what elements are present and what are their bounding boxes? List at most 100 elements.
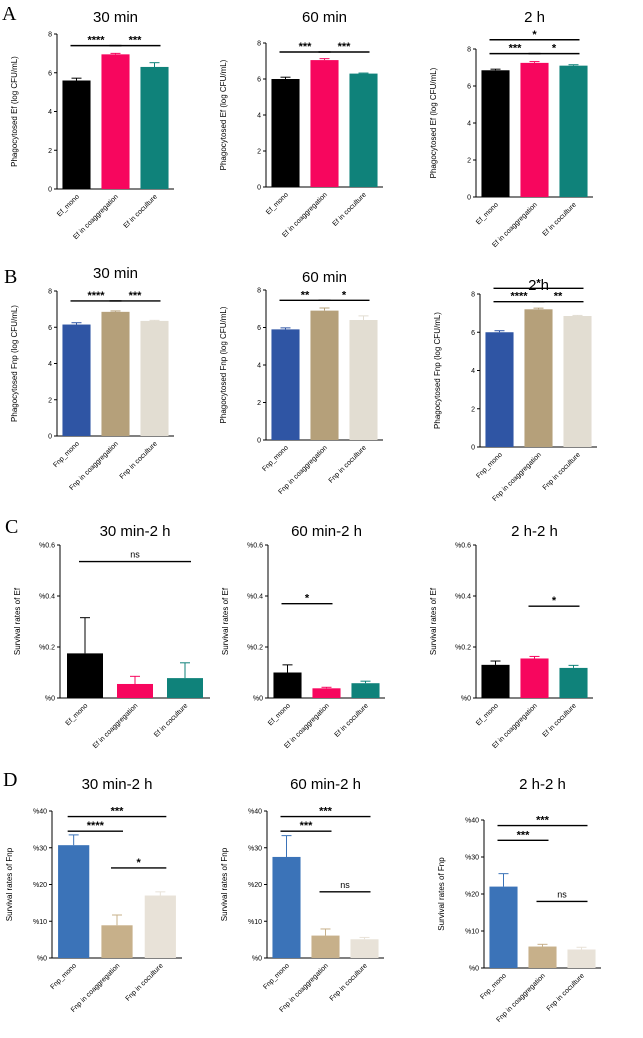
significance-label: *** [319, 806, 333, 818]
significance-label: ** [301, 289, 310, 301]
significance-label: *** [129, 290, 143, 302]
bar-3 [559, 65, 588, 198]
bar-3 [144, 895, 176, 958]
x-tick-label: Ef_mono [265, 191, 290, 216]
significance-label: * [552, 595, 557, 607]
chart-b3: 2 h 0 2 4 6 8 Phagocytosed Fnp (log CFU/mL) Fnp… [433, 277, 597, 503]
bar-1 [271, 79, 300, 187]
y-tick-label: 0 [471, 445, 475, 452]
chart-title: 30 min [93, 265, 138, 282]
chart-c2: 60 min-2 h %0 %0.2 %0.4 %0.6 Survival rates o… [221, 523, 385, 750]
significance-label: *** [509, 43, 523, 55]
y-tick-label: %0.2 [455, 645, 471, 652]
x-tick-label: Ef in coaggregation [283, 702, 331, 750]
x-tick-label: Fnp in coculture [542, 451, 582, 491]
y-tick-label: 2 [48, 148, 52, 155]
y-axis-label: Phagocytosed Fnp (log CFU/mL) [433, 312, 442, 429]
y-axis-label: Survival rates of Ef [429, 587, 438, 655]
x-tick-label: Ef_mono [65, 702, 90, 727]
significance-label: *** [111, 806, 125, 818]
x-tick-label: Ef in coculture [542, 702, 578, 738]
y-tick-label: %40 [465, 818, 479, 825]
y-tick-label: 4 [48, 109, 52, 116]
significance-label: ns [557, 889, 567, 899]
y-tick-label: %0 [37, 956, 47, 963]
bar-1 [62, 80, 91, 189]
bar-3 [563, 315, 592, 447]
bar-2 [520, 62, 549, 197]
y-tick-label: %0.4 [247, 594, 263, 601]
y-tick-label: 4 [471, 368, 475, 375]
x-tick-label: Fnp in coaggregation [70, 962, 122, 1014]
x-tick-label: Ef in coaggregation [281, 191, 329, 239]
x-tick-label: Ef_mono [475, 702, 500, 727]
bar-1 [273, 672, 302, 698]
bar-3 [351, 683, 380, 698]
chart-b1: 30 min 0 2 4 6 8 Phagocytosed Fnp (log CFU/mL)… [10, 265, 174, 492]
y-tick-label: 6 [467, 84, 471, 91]
bar-3 [567, 949, 596, 968]
y-tick-label: 6 [48, 70, 52, 77]
bar-2 [528, 946, 557, 968]
bar-1 [481, 664, 510, 698]
significance-label: *** [338, 41, 352, 53]
y-tick-label: 0 [48, 187, 52, 194]
bar-3 [167, 678, 203, 698]
x-tick-label: Ef in coculture [334, 702, 370, 738]
y-tick-label: %0.4 [39, 594, 55, 601]
significance-label: *** [300, 820, 314, 832]
chart-title: 60 min-2 h [291, 523, 362, 540]
panel-label-c: C [5, 516, 18, 538]
y-tick-label: %0.6 [39, 543, 55, 550]
chart-title: 30 min [93, 9, 138, 26]
x-tick-label: Fnp_mono [479, 972, 508, 1001]
bar-2 [310, 310, 339, 440]
significance-label: **** [87, 820, 105, 832]
y-tick-label: %10 [33, 919, 47, 926]
bar-1 [485, 332, 514, 447]
chart-d3: 2 h-2 h %0 %10 %20 %30 %40 Survival rates of F… [437, 776, 601, 1024]
x-tick-label: Ef_mono [267, 702, 292, 727]
y-axis-label: Phagocytosed Fnp (log CFU/mL) [10, 305, 19, 422]
bar-2 [101, 925, 133, 958]
y-tick-label: %20 [33, 882, 47, 889]
x-tick-label: Ef in coaggregation [491, 201, 539, 249]
bar-1 [481, 70, 510, 197]
bar-2 [310, 60, 339, 187]
y-tick-label: %30 [465, 855, 479, 862]
y-tick-label: 4 [48, 361, 52, 368]
x-tick-label: Fnp in coculture [546, 972, 586, 1012]
y-axis-label: Survival rates of Ef [221, 587, 230, 655]
bar-3 [349, 73, 378, 187]
y-axis-label: Phagocytosed Ef (log CFU/mL) [429, 67, 438, 178]
y-tick-label: 6 [48, 325, 52, 332]
y-tick-label: 6 [257, 77, 261, 84]
y-axis-label: Survival rates of Fnp [220, 847, 229, 921]
y-axis-label: Survival rates of Fnp [437, 857, 446, 931]
y-tick-label: %10 [248, 919, 262, 926]
y-tick-label: %0 [45, 696, 55, 703]
y-tick-label: 8 [257, 41, 261, 48]
bar-2 [312, 688, 341, 698]
bar-2 [117, 683, 153, 698]
y-axis-label: Survival rates of Ef [13, 587, 22, 655]
y-tick-label: %0 [461, 696, 471, 703]
bar-1 [489, 886, 518, 968]
significance-label: ns [130, 550, 140, 560]
y-tick-label: %0 [469, 966, 479, 973]
y-tick-label: %0.6 [455, 543, 471, 550]
x-tick-label: Fnp in coculture [119, 440, 159, 480]
bar-1 [272, 856, 301, 958]
significance-label: * [137, 857, 142, 869]
bar-2 [101, 311, 130, 436]
x-tick-label: Fnp_mono [52, 440, 81, 469]
y-axis-label: Phagocytosed Fnp (log CFU/mL) [219, 306, 228, 423]
bar-2 [520, 658, 549, 698]
y-tick-label: %0 [253, 696, 263, 703]
chart-title: 2 h [524, 9, 545, 26]
chart-c1: 30 min-2 h %0 %0.2 %0.4 %0.6 Survival rates o… [13, 523, 210, 750]
y-axis-label: Phagocytosed Ef (log CFU/mL) [219, 59, 228, 170]
y-tick-label: 8 [471, 292, 475, 299]
significance-label: **** [87, 290, 105, 302]
